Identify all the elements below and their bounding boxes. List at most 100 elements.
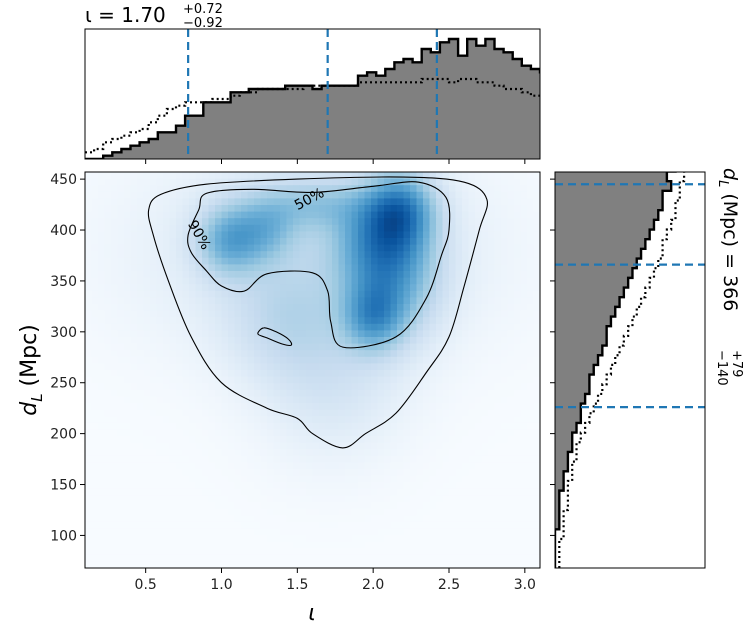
density-cell	[332, 323, 340, 331]
density-cell	[221, 561, 229, 568]
density-cell	[416, 350, 424, 358]
density-cell	[293, 317, 301, 325]
density-cell	[111, 561, 119, 568]
density-cell	[475, 277, 483, 285]
density-cell	[137, 350, 145, 358]
density-cell	[273, 218, 281, 226]
density-cell	[143, 389, 151, 397]
density-cell	[150, 284, 158, 292]
density-cell	[397, 337, 405, 345]
density-cell	[514, 363, 522, 371]
density-cell	[533, 482, 540, 490]
density-cell	[208, 350, 216, 358]
density-cell	[319, 455, 327, 463]
density-cell	[111, 284, 119, 292]
density-cell	[254, 231, 262, 239]
density-cell	[124, 238, 132, 246]
density-cell	[312, 277, 320, 285]
density-cell	[221, 271, 229, 279]
density-cell	[169, 508, 177, 516]
density-cell	[143, 323, 151, 331]
density-cell	[280, 515, 288, 523]
density-cell	[286, 508, 294, 516]
density-cell	[371, 350, 379, 358]
density-cell	[403, 548, 411, 556]
density-cell	[299, 343, 307, 351]
density-cell	[501, 337, 509, 345]
density-cell	[319, 482, 327, 490]
density-cell	[137, 310, 145, 318]
density-cell	[533, 317, 540, 325]
density-cell	[332, 554, 340, 562]
density-cell	[325, 363, 333, 371]
density-cell	[111, 508, 119, 516]
density-cell	[429, 343, 437, 351]
density-cell	[98, 271, 106, 279]
density-cell	[345, 264, 353, 272]
density-cell	[449, 363, 457, 371]
density-cell	[494, 488, 502, 496]
density-cell	[345, 257, 353, 265]
density-cell	[228, 442, 236, 450]
density-cell	[507, 422, 515, 430]
density-cell	[319, 370, 327, 378]
top-hist-bar	[421, 49, 432, 159]
density-cell	[345, 277, 353, 285]
density-cell	[481, 541, 489, 549]
density-cell	[208, 495, 216, 503]
density-cell	[254, 429, 262, 437]
density-cell	[98, 330, 106, 338]
density-cell	[390, 442, 398, 450]
density-cell	[364, 238, 372, 246]
density-cell	[293, 495, 301, 503]
density-cell	[150, 337, 158, 345]
density-cell	[416, 297, 424, 305]
density-cell	[319, 297, 327, 305]
density-cell	[267, 191, 275, 199]
density-cell	[299, 356, 307, 364]
density-cell	[475, 198, 483, 206]
density-cell	[137, 231, 145, 239]
density-cell	[449, 436, 457, 444]
density-cell	[475, 383, 483, 391]
density-cell	[325, 238, 333, 246]
density-cell	[416, 218, 424, 226]
top-hist-bar	[166, 132, 177, 159]
density-cell	[254, 469, 262, 477]
density-cell	[189, 416, 197, 424]
density-cell	[319, 409, 327, 417]
density-cell	[332, 271, 340, 279]
density-cell	[306, 363, 314, 371]
density-cell	[176, 198, 184, 206]
density-cell	[267, 409, 275, 417]
density-cell	[475, 343, 483, 351]
density-cell	[111, 389, 119, 397]
density-cell	[280, 304, 288, 312]
density-cell	[514, 535, 522, 543]
density-cell	[449, 317, 457, 325]
density-cell	[98, 429, 106, 437]
density-cell	[111, 403, 119, 411]
density-cell	[228, 482, 236, 490]
density-cell	[397, 541, 405, 549]
density-cell	[273, 310, 281, 318]
top-hist-bar	[512, 59, 523, 159]
density-cell	[494, 422, 502, 430]
density-cell	[455, 264, 463, 272]
density-cell	[202, 310, 210, 318]
density-cell	[390, 343, 398, 351]
density-cell	[345, 330, 353, 338]
density-cell	[475, 409, 483, 417]
density-cell	[208, 561, 216, 568]
density-cell	[241, 337, 249, 345]
density-cell	[91, 231, 99, 239]
density-cell	[403, 363, 411, 371]
density-cell	[104, 502, 112, 510]
density-cell	[215, 211, 223, 219]
density-cell	[351, 528, 359, 536]
density-cell	[390, 191, 398, 199]
density-cell	[228, 224, 236, 232]
density-cell	[397, 416, 405, 424]
density-cell	[221, 515, 229, 523]
density-cell	[416, 442, 424, 450]
